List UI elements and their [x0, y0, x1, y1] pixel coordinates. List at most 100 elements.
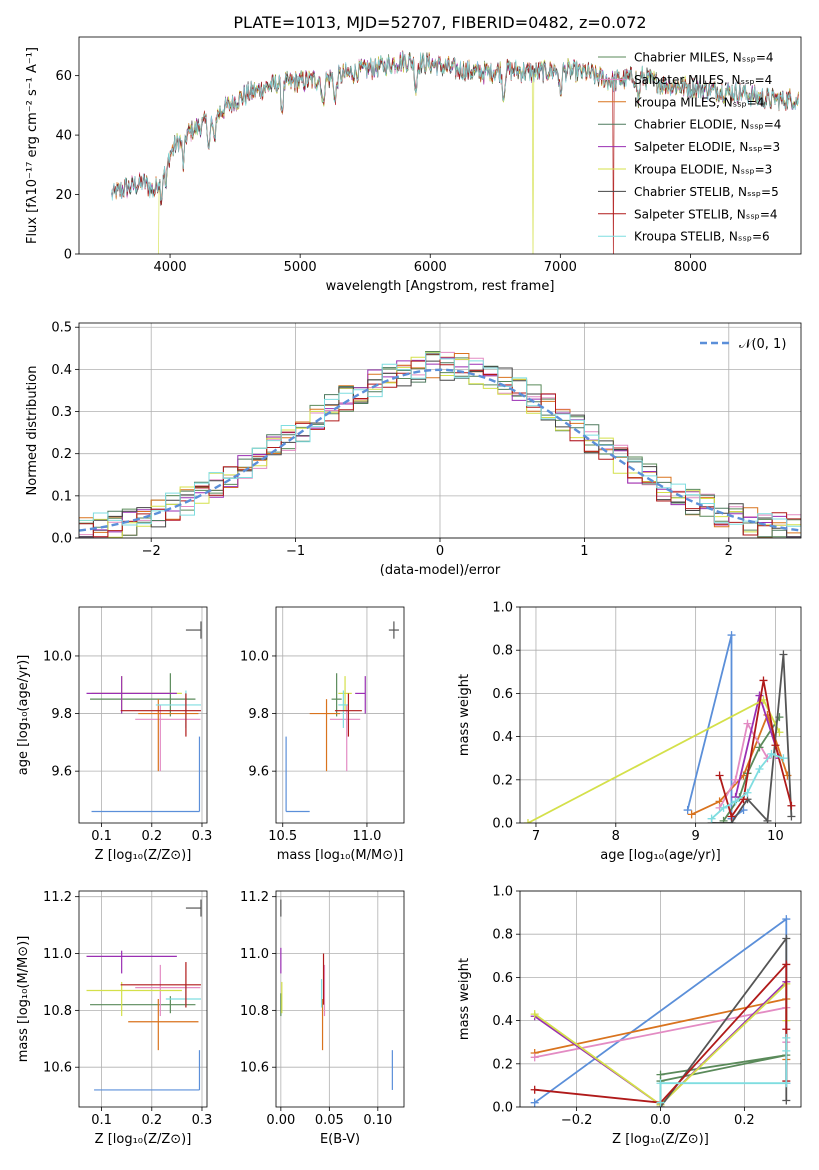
plot-area: [530, 915, 791, 1107]
plot-area: [111, 50, 799, 254]
gaussian-curve: [79, 368, 801, 532]
y-axis-label: mass weight: [457, 674, 472, 756]
axes-frame: [78, 36, 802, 255]
legend-label: Chabrier MILES, Nₛₛₚ=4: [634, 51, 774, 65]
y-axis-label: mass [log₁₀(M/M⊙)]: [16, 936, 31, 1063]
legend-label: Salpeter ELODIE, Nₛₛₚ=3: [634, 140, 780, 154]
y-tick-label: 10.6: [240, 1061, 269, 1076]
panel-age_vs_Z: 0.1 0.2 0.3 9.6 9.8 10.0 Z [log₁₀(Z/Z⊙)] age [l…: [16, 606, 212, 863]
weight-marker: [719, 803, 728, 812]
y-tick-label: 40: [55, 129, 72, 144]
x-axis-label: E(B-V): [320, 1132, 360, 1147]
axes-frame: [275, 606, 405, 824]
plot-area: [285, 621, 399, 813]
weight-marker: [656, 1098, 665, 1107]
weight-marker: [530, 1098, 539, 1107]
y-tick-label: 9.8: [248, 707, 269, 722]
x-tick-label: −2: [142, 544, 161, 559]
weight-marker: [727, 631, 736, 640]
x-tick-label: 8000: [674, 260, 707, 275]
x-axis-label: Z [log₁₀(Z/Z⊙)]: [95, 848, 192, 863]
y-axis-label: mass weight: [457, 958, 472, 1040]
x-tick-label: 9: [691, 829, 699, 844]
y-tick-label: 9.6: [248, 765, 269, 780]
y-tick-label: 0.8: [492, 928, 513, 943]
panel-spectrum: 4000 5000 6000 7000 8000 0 20 40 60 wavelength [A…: [25, 36, 802, 294]
axes-frame: [519, 606, 802, 824]
x-axis-label: mass [log₁₀(M/M⊙)]: [277, 848, 404, 863]
x-axis-label: (data-model)/error: [380, 563, 501, 578]
weight-line: [718, 680, 793, 819]
panel-massweight_vs_age: 7 8 9 10 0.0 0.2 0.4 0.6 0.8 1.0 age [log₁₀(age/yr…: [457, 601, 802, 863]
y-tick-label: 0.6: [492, 687, 513, 702]
x-tick-label: 0.05: [315, 1113, 344, 1128]
x-axis-label: wavelength [Angstrom, rest frame]: [326, 279, 555, 294]
panel-mass_vs_ebv: 0.00 0.05 0.10 10.6 10.8 11.0 11.2 E(B-V): [240, 890, 405, 1147]
axes-frame: [78, 890, 208, 1108]
plot-area: [86, 899, 202, 1091]
weight-marker: [782, 915, 791, 924]
y-axis-label: age [log₁₀(age/yr)]: [16, 655, 31, 776]
weight-line: [659, 1037, 788, 1103]
y-tick-label: 11.2: [240, 890, 269, 905]
weight-marker: [767, 749, 776, 758]
weight-marker: [731, 775, 740, 784]
x-tick-label: 0.00: [266, 1113, 295, 1128]
weight-marker: [743, 788, 752, 797]
legend-label: Chabrier ELODIE, Nₛₛₚ=4: [634, 118, 781, 132]
weight-marker: [782, 960, 791, 969]
legend-label: Salpeter MILES, Nₛₛₚ=4: [634, 73, 772, 87]
legend-label: Salpeter STELIB, Nₛₛₚ=4: [634, 207, 778, 221]
y-tick-label: 10.8: [240, 1004, 269, 1019]
y-tick-label: 0.1: [51, 489, 72, 504]
x-tick-label: 0.3: [192, 1113, 213, 1128]
weight-marker: [715, 771, 724, 780]
x-tick-label: 0.2: [734, 1113, 755, 1128]
x-tick-label: 0.2: [141, 1113, 162, 1128]
weight-marker: [771, 741, 780, 750]
weight-marker: [755, 691, 764, 700]
y-axis-label: Normed distribution: [25, 366, 40, 496]
x-tick-label: −0.2: [561, 1113, 593, 1128]
x-axis-label: age [log₁₀(age/yr)]: [600, 848, 721, 863]
weight-line: [711, 654, 793, 823]
x-tick-label: 8: [612, 829, 620, 844]
axes-frame: [78, 322, 802, 539]
weight-marker: [755, 743, 764, 752]
y-tick-label: 0: [64, 248, 72, 263]
weight-marker: [530, 1085, 539, 1094]
y-tick-label: 0.6: [492, 971, 513, 986]
plot-area: [280, 899, 393, 1090]
y-tick-label: 1.0: [492, 601, 513, 616]
y-tick-label: 0.4: [492, 1014, 513, 1029]
x-axis-label: Z [log₁₀(Z/Z⊙)]: [612, 1132, 709, 1147]
weight-marker: [731, 797, 740, 806]
y-tick-label: 0.5: [51, 321, 72, 336]
y-tick-label: 60: [55, 69, 72, 84]
y-tick-label: 11.0: [240, 947, 269, 962]
y-tick-label: 0.0: [492, 817, 513, 832]
y-tick-label: 9.8: [51, 707, 72, 722]
axes-frame: [519, 890, 802, 1108]
x-tick-label: 0.0: [650, 1113, 671, 1128]
weight-marker: [782, 1046, 791, 1055]
panel-residuals: −2 −1 0 1 2 0.0 0.1 0.2 0.3 0.4 0.5 (data-model)/er…: [25, 321, 802, 578]
legend-label: Chabrier STELIB, Nₛₛₚ=5: [634, 185, 779, 199]
x-tick-label: 0: [436, 544, 444, 559]
weight-marker: [782, 1096, 791, 1105]
y-tick-label: 0.2: [51, 447, 72, 462]
weight-marker: [530, 1010, 539, 1019]
weight-marker: [759, 676, 768, 685]
y-tick-label: 9.6: [51, 765, 72, 780]
plot-area: [86, 621, 202, 813]
weight-marker: [727, 812, 736, 821]
weight-marker: [687, 810, 696, 819]
weight-marker: [782, 1079, 791, 1088]
x-axis-label: Z [log₁₀(Z/Z⊙)]: [95, 1132, 192, 1147]
weight-marker: [779, 754, 788, 763]
weight-marker: [719, 816, 728, 823]
x-tick-label: 1: [580, 544, 588, 559]
figure-title: PLATE=1013, MJD=52707, FIBERID=0482, z=0…: [233, 13, 646, 32]
x-tick-label: −1: [286, 544, 305, 559]
